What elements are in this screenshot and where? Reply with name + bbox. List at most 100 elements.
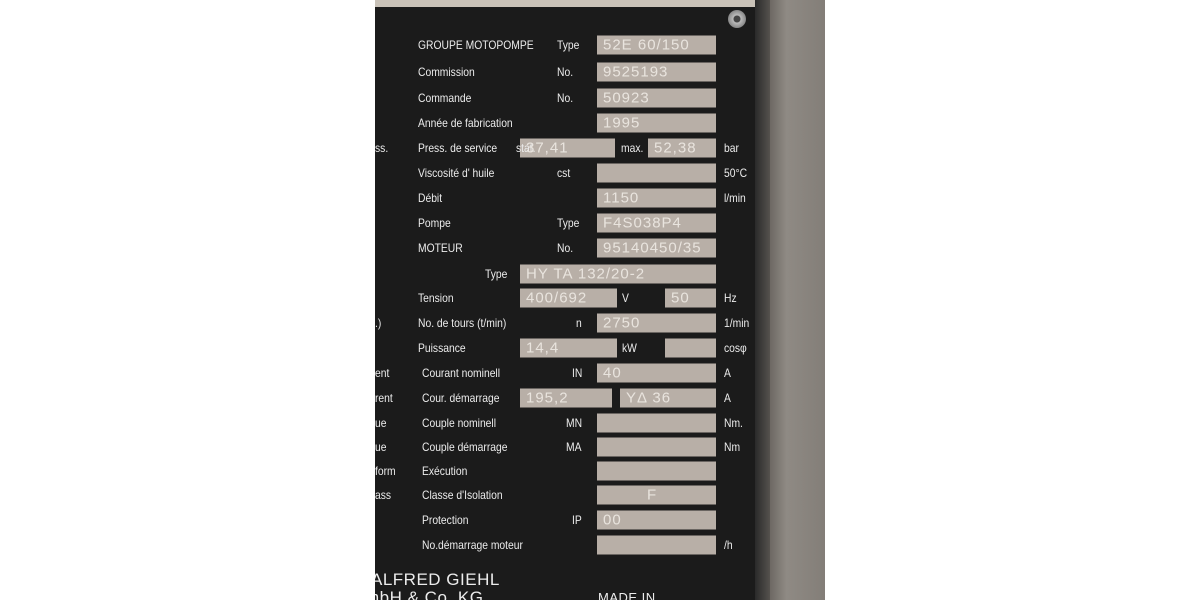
field-label: Commande	[418, 91, 472, 105]
field-value: 400/692	[526, 289, 588, 307]
field-value: 1150	[603, 189, 640, 207]
field-unit: cosφ	[724, 341, 747, 355]
field-key: kW	[622, 341, 637, 355]
field-box	[597, 313, 716, 333]
field-label: Puissance	[418, 341, 466, 355]
field-value: HY TA 132/20-2	[526, 265, 646, 283]
top-strip	[375, 0, 770, 7]
field-box	[520, 338, 617, 358]
field-box	[520, 138, 615, 158]
field-key: No.	[557, 91, 574, 105]
field-box	[597, 485, 716, 505]
field-key: cst	[557, 166, 571, 180]
field-label: Press. de service	[418, 141, 498, 155]
field-unit: bar	[724, 141, 739, 155]
cut-label: form	[375, 464, 396, 478]
field-box	[520, 288, 617, 308]
field-box	[597, 510, 716, 530]
wall	[770, 0, 825, 600]
field-unit: 1/min	[724, 316, 750, 330]
cut-label: ss.	[375, 141, 389, 155]
field-label: Viscosité d' huile	[418, 166, 495, 180]
field-value: 9525193	[603, 63, 669, 81]
field-box	[597, 213, 716, 233]
field-box	[520, 264, 716, 284]
field-value: F4S038P4	[603, 214, 682, 232]
field-key: stat.	[516, 141, 536, 155]
field-key: n	[576, 316, 582, 330]
field-value: 2750	[603, 314, 641, 332]
field-box	[597, 535, 716, 555]
field-value: 1995	[603, 114, 641, 132]
field-label: Cour. démarrage	[422, 391, 500, 405]
field-box	[520, 388, 612, 408]
field-label: GROUPE MOTOPOMPE	[418, 38, 534, 52]
field-value: 00	[603, 511, 622, 529]
field-unit: /h	[724, 538, 733, 552]
field-value: 195,2	[526, 389, 569, 407]
field-unit: Nm.	[724, 416, 743, 430]
field-unit: 50°C	[724, 166, 748, 180]
field-box	[597, 88, 716, 108]
field-key: Type	[557, 38, 580, 52]
maker: ALFRED GIEHL	[375, 570, 500, 589]
field-label: Protection	[422, 513, 469, 527]
cut-label: .)	[375, 316, 382, 330]
field-label: No.démarrage moteur	[422, 538, 523, 552]
field-label: Couple nominell	[422, 416, 497, 430]
field-key: Type	[485, 267, 508, 281]
field-key: MA	[566, 440, 582, 454]
plate-rim	[755, 0, 770, 600]
field-label: Pompe	[418, 216, 451, 230]
field-box	[597, 413, 716, 433]
field-value: YΔ 36	[626, 389, 672, 407]
field-value: 52,38	[654, 139, 697, 157]
field-box	[648, 138, 716, 158]
field-key: IN	[572, 366, 583, 380]
field-box	[597, 35, 716, 55]
field-key: Type	[557, 216, 580, 230]
field-value: 37,41	[526, 139, 569, 157]
field-box	[597, 62, 716, 82]
field-key: No.	[557, 65, 574, 79]
field-key: No.	[557, 241, 574, 255]
field-label: Couple démarrage	[422, 440, 508, 454]
field-value: 50923	[603, 89, 650, 107]
field-box	[597, 238, 716, 258]
field-key: IP	[572, 513, 582, 527]
field-value: 50	[671, 289, 690, 307]
field-key: max.	[621, 141, 644, 155]
cut-label: ent	[375, 366, 390, 380]
field-label: Classe d'Isolation	[422, 488, 503, 502]
field-label: Année de fabrication	[418, 116, 513, 130]
field-box	[597, 461, 716, 481]
field-value: 52E 60/150	[603, 36, 690, 54]
field-label: Tension	[418, 291, 454, 305]
field-unit: A	[724, 391, 731, 405]
cut-label: ue	[375, 440, 387, 454]
field-box	[665, 338, 716, 358]
field-unit: Hz	[724, 291, 737, 305]
field-box	[597, 113, 716, 133]
cut-label: rent	[375, 391, 393, 405]
field-value: 14,4	[526, 339, 560, 357]
field-label: MOTEUR	[418, 241, 463, 255]
field-value: 40	[603, 364, 622, 382]
field-label: No. de tours (t/min)	[418, 316, 507, 330]
field-label: Débit	[418, 191, 443, 205]
field-value: 95140450/35	[603, 239, 702, 257]
field-key: V	[622, 291, 629, 305]
field-value: F	[647, 486, 658, 504]
cut-label: ue	[375, 416, 387, 430]
field-box	[597, 188, 716, 208]
field-box	[597, 163, 716, 183]
company: mbH & Co. KG	[375, 588, 484, 600]
field-label: Courant nominell	[422, 366, 501, 380]
nameplate-photo: ALFRED GIEHL mbH & Co. KG MADE IN GROUPE…	[375, 0, 825, 600]
field-label: Exécution	[422, 464, 468, 478]
field-unit: Nm	[724, 440, 741, 454]
cut-label: ass	[375, 488, 392, 502]
origin: MADE IN	[598, 590, 656, 600]
field-key: MN	[566, 416, 583, 430]
